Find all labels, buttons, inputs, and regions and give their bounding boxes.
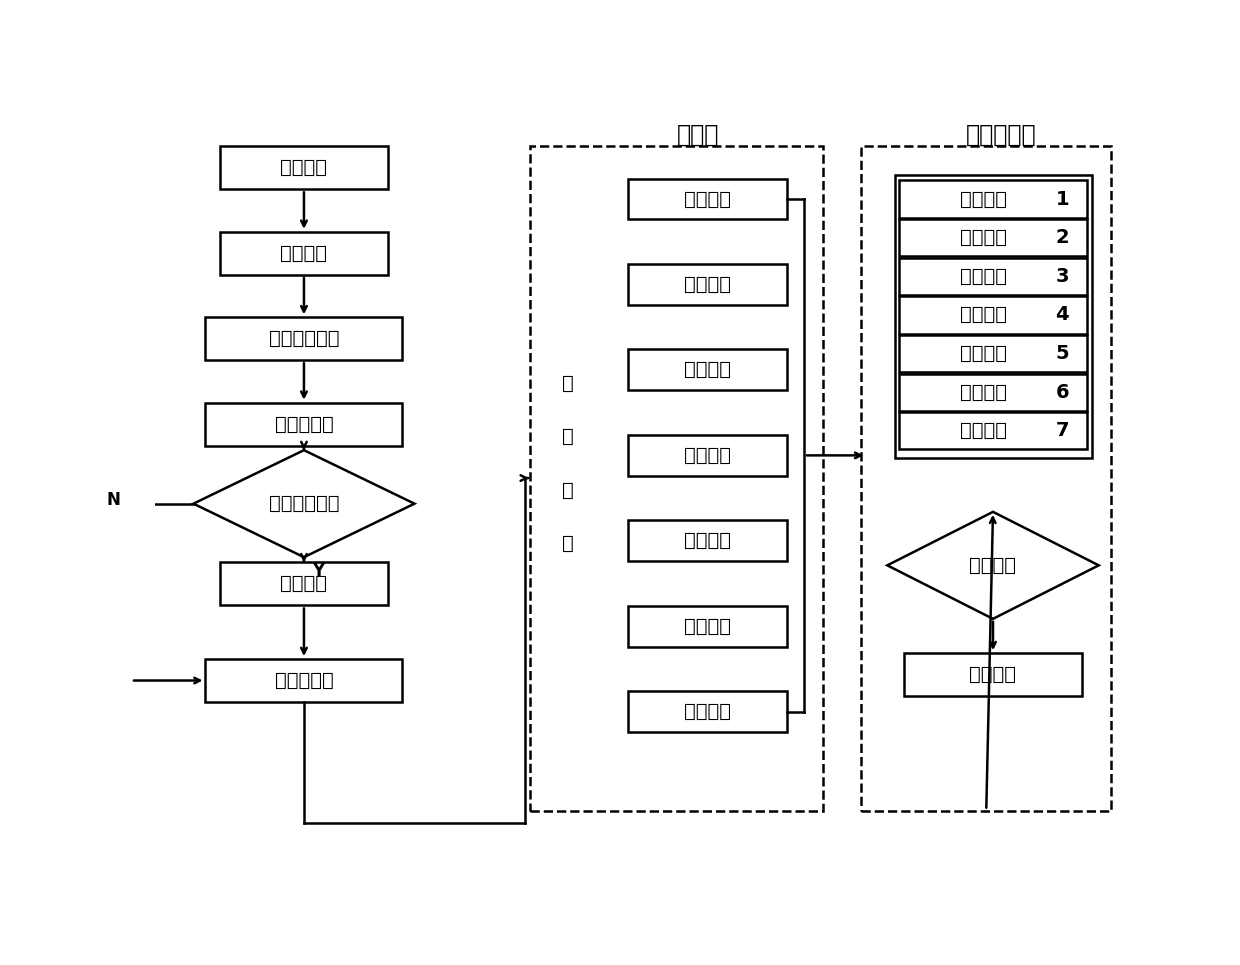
Bar	[219, 563, 388, 605]
Text: 取: 取	[563, 535, 574, 553]
Text: 判定规则: 判定规则	[960, 422, 1007, 440]
Bar	[899, 412, 1086, 450]
Bar	[899, 373, 1086, 411]
Text: 判定规则: 判定规则	[960, 266, 1007, 286]
Bar	[219, 232, 388, 275]
Text: 判断决策: 判断决策	[970, 556, 1017, 575]
Bar	[629, 179, 787, 219]
Polygon shape	[193, 450, 414, 557]
Bar	[529, 146, 823, 811]
Text: 输出结果: 输出结果	[970, 665, 1017, 684]
Text: 工件是否偏转: 工件是否偏转	[269, 494, 340, 513]
Bar	[629, 606, 787, 647]
Bar	[206, 317, 403, 360]
Text: 2: 2	[1055, 228, 1069, 247]
Bar	[899, 258, 1086, 295]
Text: 工件区域定位: 工件区域定位	[269, 329, 340, 348]
Text: 特征量: 特征量	[677, 123, 719, 147]
Bar	[629, 349, 787, 391]
Bar	[895, 176, 1092, 457]
Text: 判定规则: 判定规则	[960, 383, 1007, 401]
Text: 判定规则: 判定规则	[960, 306, 1007, 324]
Bar	[206, 659, 403, 703]
Text: 形态学操作: 形态学操作	[274, 671, 334, 690]
Bar	[862, 146, 1111, 811]
Text: 1: 1	[1055, 189, 1069, 208]
Text: 开裂特征: 开裂特征	[684, 532, 732, 550]
Bar	[904, 653, 1081, 696]
Bar	[899, 219, 1086, 257]
Bar	[629, 691, 787, 732]
Text: 二值化分割: 二值化分割	[274, 415, 334, 433]
Text: 起泡特征: 起泡特征	[684, 703, 732, 721]
Text: N: N	[107, 491, 120, 509]
Text: 缺口特征: 缺口特征	[684, 275, 732, 294]
Text: 3: 3	[1055, 266, 1069, 286]
Text: 判定规则: 判定规则	[960, 345, 1007, 363]
Text: 判定规则库: 判定规则库	[966, 123, 1035, 147]
Bar	[206, 402, 403, 446]
Text: 原始图像: 原始图像	[280, 158, 327, 178]
Bar	[629, 435, 787, 476]
Bar	[899, 180, 1086, 217]
Text: 判定规则: 判定规则	[960, 228, 1007, 247]
Text: 征: 征	[563, 427, 574, 446]
Text: 中值滤波: 中值滤波	[280, 244, 327, 262]
Bar	[219, 147, 388, 189]
Text: 压痕特征: 压痕特征	[684, 617, 732, 636]
Bar	[629, 264, 787, 305]
Text: 6: 6	[1055, 383, 1069, 401]
Text: 5: 5	[1055, 345, 1069, 363]
Text: 针眼特征: 针眼特征	[684, 360, 732, 379]
Text: 仿射变换: 仿射变换	[280, 574, 327, 593]
Text: 7: 7	[1055, 422, 1069, 440]
Text: Y: Y	[312, 562, 325, 580]
Text: 提: 提	[563, 481, 574, 500]
Text: 粘料特征: 粘料特征	[684, 189, 732, 208]
Polygon shape	[888, 511, 1099, 619]
Bar	[899, 335, 1086, 372]
Text: 判定规则: 判定规则	[960, 189, 1007, 208]
Bar	[629, 520, 787, 562]
Text: 划痕特征: 划痕特征	[684, 446, 732, 465]
Bar	[899, 296, 1086, 334]
Text: 4: 4	[1055, 306, 1069, 324]
Text: 特: 特	[563, 373, 574, 393]
